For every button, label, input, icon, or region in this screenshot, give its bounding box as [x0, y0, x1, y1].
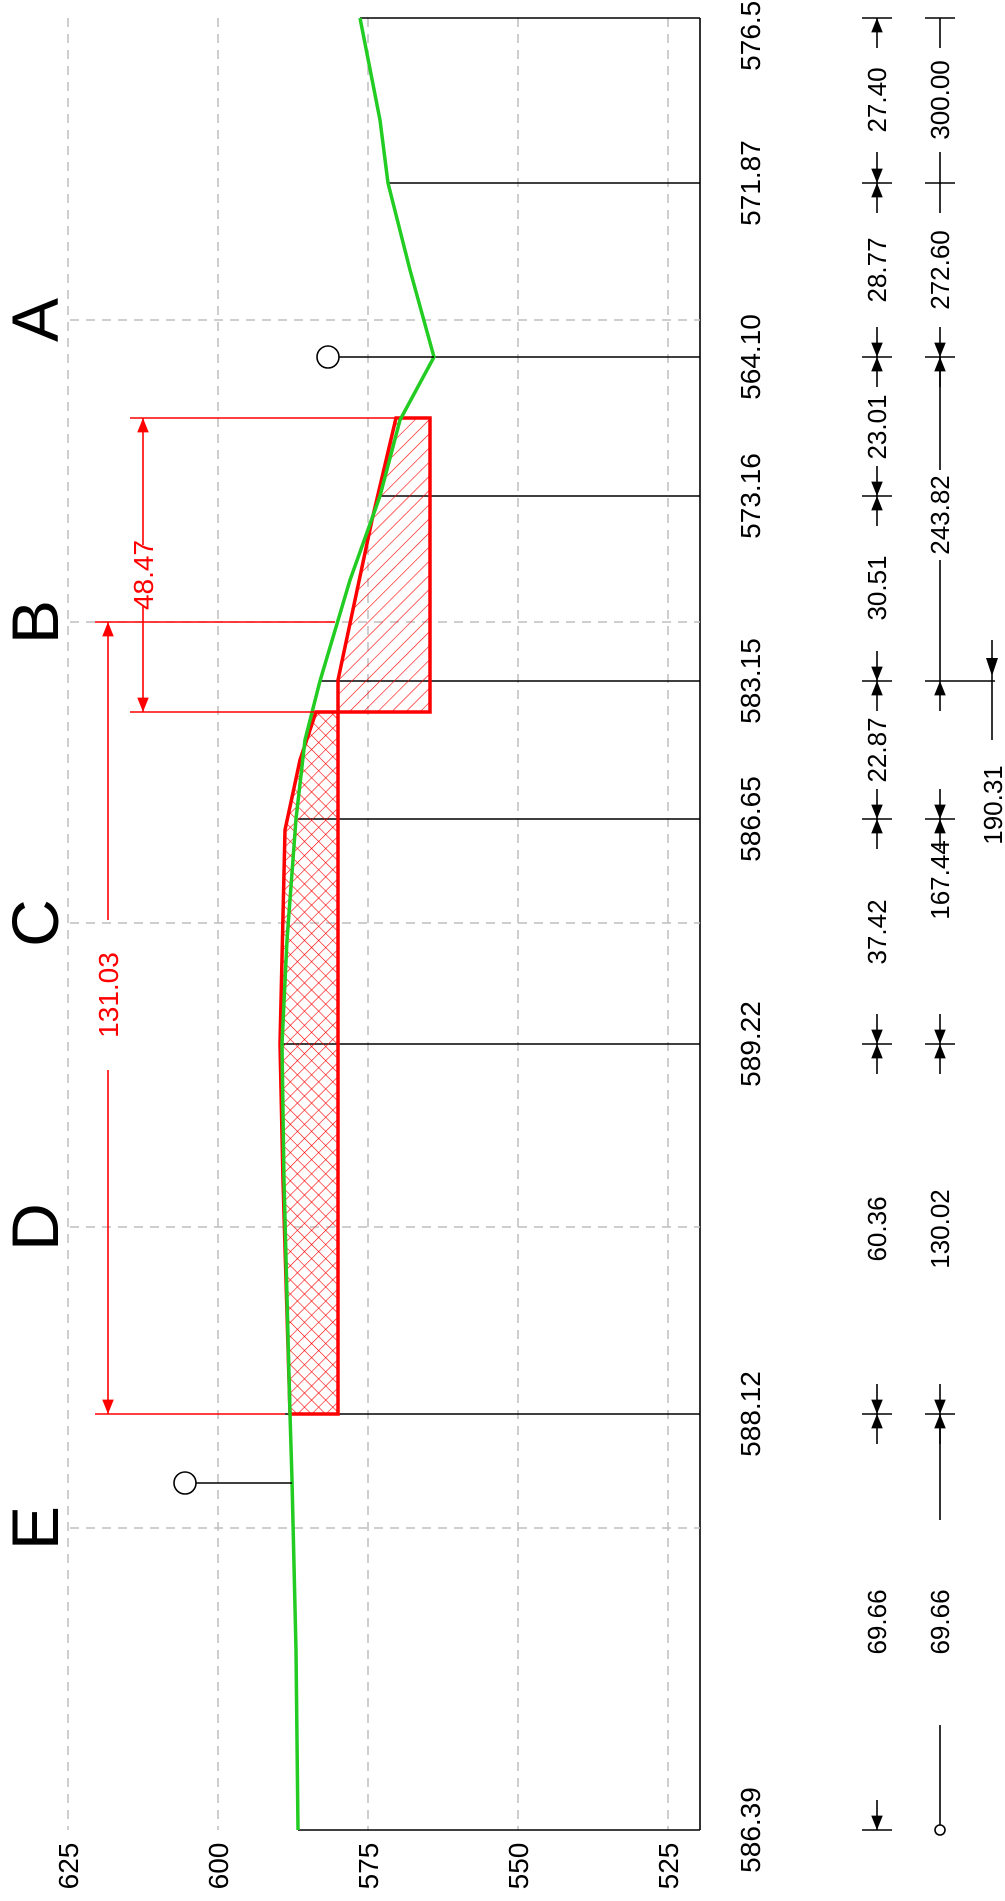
station-leaders	[282, 17, 700, 1831]
cumulative-distance: 190.31	[978, 765, 1005, 845]
elevation-tick: 550	[503, 1843, 534, 1890]
segment-length: 22.87	[862, 717, 892, 782]
dimension-label-131-03: 131.03	[93, 952, 124, 1038]
elevation-tick: 575	[353, 1843, 384, 1890]
marker-circle	[173, 1471, 197, 1495]
station-elevation: 583.15	[735, 638, 766, 724]
ground-profile-line	[280, 17, 436, 1831]
dimension-48-47	[130, 417, 396, 713]
section-label-E: E	[0, 1506, 72, 1550]
segment-length: 27.40	[862, 67, 892, 132]
segment-length: 30.51	[862, 555, 892, 620]
excavation-lower-hatch2	[278, 710, 340, 1416]
dimension-origin-marker	[934, 1824, 946, 1836]
station-elevation: 564.10	[735, 314, 766, 400]
cumulative-distance: 69.66	[925, 1589, 955, 1654]
cumulative-distance-column: 300.00 272.60 243.82 190.31 167.44 130.0…	[925, 17, 1005, 1836]
station-elevation: 573.16	[735, 453, 766, 539]
elevation-tick: 525	[653, 1843, 684, 1890]
segment-length: 69.66	[862, 1589, 892, 1654]
section-label-B: B	[0, 600, 72, 644]
segment-length: 60.36	[862, 1196, 892, 1261]
section-label-A: A	[0, 298, 72, 342]
cumulative-distance: 243.82	[925, 475, 955, 555]
section-labels: A B C D E	[0, 298, 72, 1550]
section-label-D: D	[0, 1203, 72, 1251]
segment-length: 37.42	[862, 899, 892, 964]
elevation-tick-labels: 625 600 575 550 525	[53, 1843, 684, 1890]
cumulative-distance: 272.60	[925, 230, 955, 310]
station-elevation-labels: 576.52 571.87 564.10 573.16 583.15 586.6…	[735, 0, 766, 1873]
station-elevation: 588.12	[735, 1371, 766, 1457]
section-label-C: C	[0, 899, 72, 947]
station-elevation: 589.22	[735, 1001, 766, 1087]
station-elevation: 576.52	[735, 0, 766, 71]
dimension-131-03	[95, 621, 335, 1415]
station-elevation: 571.87	[735, 140, 766, 226]
station-elevation: 586.65	[735, 776, 766, 862]
reference-markers	[173, 345, 434, 1495]
excavation-zone	[278, 416, 432, 1416]
elevation-tick: 600	[203, 1843, 234, 1890]
segment-length: 23.01	[862, 394, 892, 459]
cumulative-distance: 167.44	[925, 840, 955, 920]
cumulative-distance: 130.02	[925, 1189, 955, 1269]
segment-length: 28.77	[862, 237, 892, 302]
excavation-upper	[336, 416, 432, 714]
elevation-tick: 625	[53, 1843, 84, 1890]
marker-circle	[316, 345, 340, 369]
segment-length-column: 27.40 28.77 23.01 30.51 22.87 37.42 60.3…	[862, 17, 892, 1831]
station-elevation: 586.39	[735, 1787, 766, 1873]
dimension-label-48-47: 48.47	[128, 540, 159, 610]
cumulative-distance: 300.00	[925, 60, 955, 140]
elevation-gridlines	[67, 18, 669, 1830]
